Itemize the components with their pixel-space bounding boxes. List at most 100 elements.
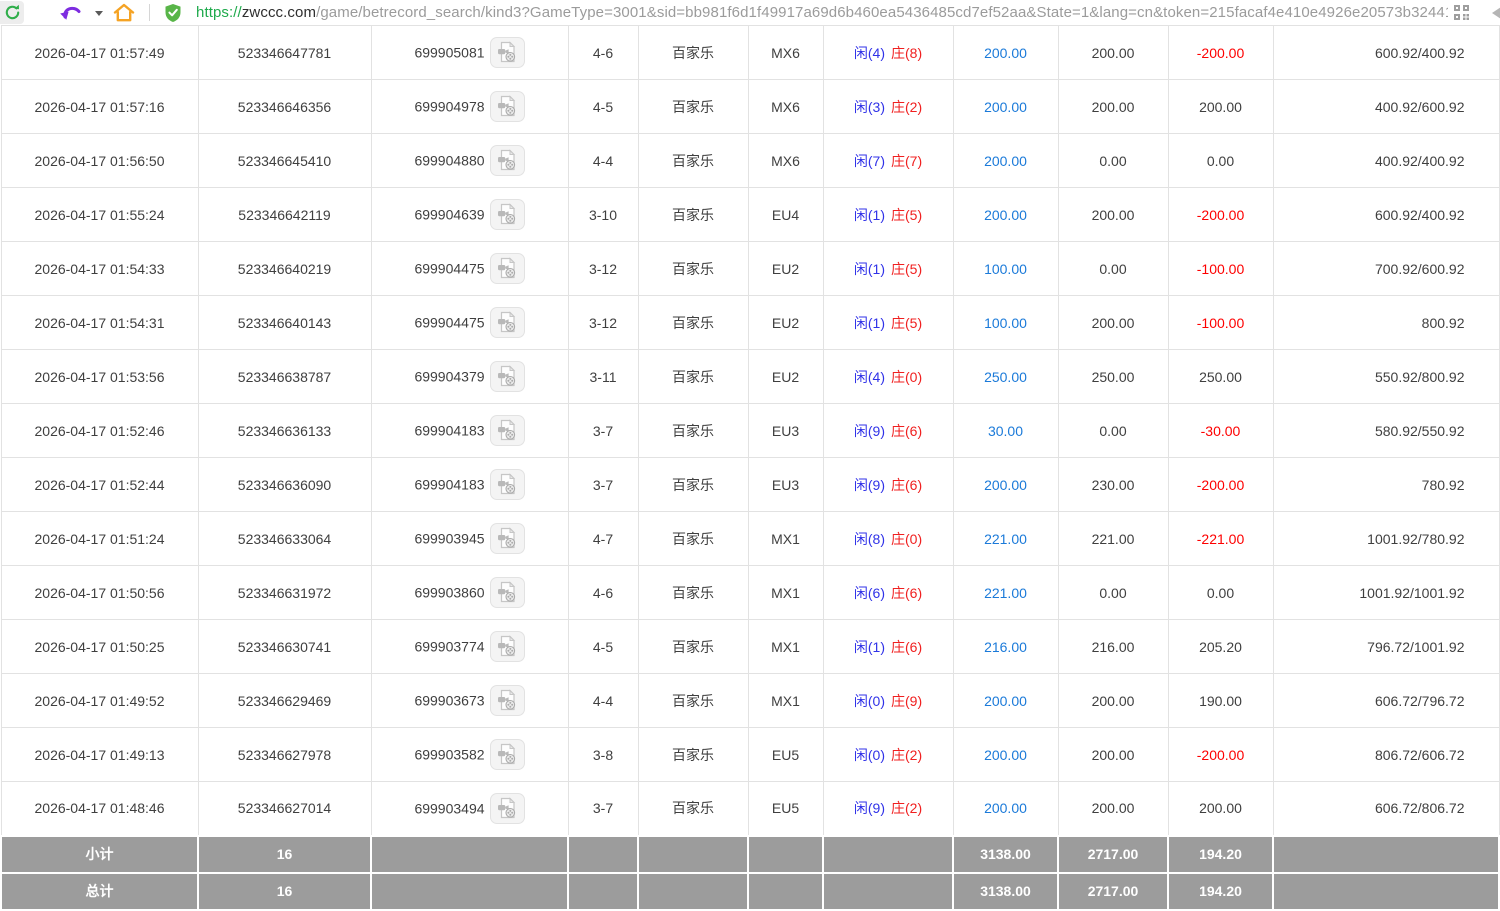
video-replay-button[interactable]: [489, 37, 525, 68]
banker-result: 庄(2): [891, 800, 923, 817]
game-name: 百家乐: [637, 673, 749, 728]
bet-amount-link[interactable]: 30.00: [952, 403, 1059, 458]
qr-code-icon[interactable]: [1453, 4, 1470, 21]
win-loss-amount: 205.20: [1167, 619, 1274, 674]
win-loss-amount: -100.00: [1167, 241, 1274, 296]
bet-amount-link[interactable]: 200.00: [952, 133, 1059, 188]
bet-id: 523346636133: [197, 403, 372, 458]
round-id: 699903673: [414, 692, 485, 709]
balance: 1001.92/780.92: [1272, 511, 1500, 566]
address-bar[interactable]: https://zwccc.com/game/betrecord_search/…: [196, 0, 1448, 25]
total-bet: 3138.00: [952, 871, 1059, 911]
round-number: 4-4: [567, 133, 639, 188]
bet-amount-link[interactable]: 221.00: [952, 511, 1059, 566]
table-row: 2026-04-17 01:48:46 523346627014 6999034…: [0, 781, 1500, 836]
win-loss-amount: -200.00: [1167, 187, 1274, 242]
video-replay-button[interactable]: [489, 361, 525, 392]
table-row: 2026-04-17 01:54:31 523346640143 6999044…: [0, 295, 1500, 350]
win-loss-amount: -221.00: [1167, 511, 1274, 566]
bet-amount-link[interactable]: 250.00: [952, 349, 1059, 404]
win-loss-amount: 200.00: [1167, 79, 1274, 134]
total-count: 16: [197, 871, 372, 911]
bet-amount-link[interactable]: 100.00: [952, 241, 1059, 296]
video-record-icon: [498, 689, 516, 711]
url-host: zwccc.com: [241, 4, 317, 21]
win-loss-amount: -200.00: [1167, 727, 1274, 782]
round-id: 699904639: [414, 206, 485, 223]
table-row: 2026-04-17 01:52:46 523346636133 6999041…: [0, 403, 1500, 458]
video-replay-button[interactable]: [489, 523, 525, 554]
video-replay-button[interactable]: [489, 145, 525, 176]
banker-result: 庄(6): [891, 422, 923, 439]
valid-amount: 0.00: [1057, 133, 1169, 188]
empty-cell: [370, 871, 569, 911]
balance: 700.92/600.92: [1272, 241, 1500, 296]
bet-id: 523346627978: [197, 727, 372, 782]
win-loss-amount: 0.00: [1167, 133, 1274, 188]
banker-result: 庄(2): [891, 746, 923, 763]
round-id-cell: 699903494: [370, 781, 569, 836]
bet-id: 523346636090: [197, 457, 372, 512]
bet-amount-link[interactable]: 200.00: [952, 727, 1059, 782]
bet-amount-link[interactable]: 200.00: [952, 673, 1059, 728]
total-row: 总计 16 3138.00 2717.00 194.20: [0, 871, 1500, 911]
bet-amount-link[interactable]: 216.00: [952, 619, 1059, 674]
video-record-icon: [498, 473, 516, 495]
bet-time: 2026-04-17 01:52:46: [0, 403, 199, 458]
video-replay-button[interactable]: [489, 415, 525, 446]
video-replay-button[interactable]: [489, 685, 525, 716]
round-id: 699903494: [414, 800, 485, 817]
subtotal-valid: 2717.00: [1057, 834, 1169, 874]
player-result: 闲(1): [853, 206, 885, 223]
bet-amount-link[interactable]: 200.00: [952, 25, 1059, 80]
win-loss-amount: 0.00: [1167, 565, 1274, 620]
bet-amount-link[interactable]: 200.00: [952, 187, 1059, 242]
browser-toolbar: https://zwccc.com/game/betrecord_search/…: [0, 0, 1500, 25]
bet-time: 2026-04-17 01:52:44: [0, 457, 199, 512]
game-result: 闲(6) 庄(6): [822, 565, 954, 620]
empty-cell: [747, 871, 824, 911]
player-result: 闲(1): [853, 638, 885, 655]
video-replay-button[interactable]: [489, 792, 525, 824]
video-replay-button[interactable]: [489, 253, 525, 284]
video-replay-button[interactable]: [489, 577, 525, 608]
win-loss-amount: -200.00: [1167, 457, 1274, 512]
video-replay-button[interactable]: [489, 739, 525, 770]
table-code: EU4: [747, 187, 824, 242]
bet-id: 523346630741: [197, 619, 372, 674]
balance: 1001.92/1001.92: [1272, 565, 1500, 620]
round-id-cell: 699904639: [370, 187, 569, 242]
video-replay-button[interactable]: [489, 469, 525, 500]
valid-amount: 200.00: [1057, 781, 1169, 836]
total-win: 194.20: [1167, 871, 1274, 911]
valid-amount: 200.00: [1057, 727, 1169, 782]
bet-id: 523346642119: [197, 187, 372, 242]
bet-amount-link[interactable]: 200.00: [952, 457, 1059, 512]
game-result: 闲(1) 庄(6): [822, 619, 954, 674]
bet-amount-link[interactable]: 100.00: [952, 295, 1059, 350]
home-button[interactable]: [112, 2, 136, 23]
game-name: 百家乐: [637, 349, 749, 404]
undo-button[interactable]: [58, 2, 84, 23]
game-name: 百家乐: [637, 727, 749, 782]
valid-amount: 0.00: [1057, 565, 1169, 620]
bet-amount-link[interactable]: 200.00: [952, 79, 1059, 134]
video-replay-button[interactable]: [489, 631, 525, 662]
refresh-button[interactable]: [0, 1, 24, 24]
table-code: EU5: [747, 781, 824, 836]
video-replay-button[interactable]: [489, 307, 525, 338]
round-id-cell: 699904475: [370, 295, 569, 350]
bet-amount-link[interactable]: 200.00: [952, 781, 1059, 836]
bet-id: 523346640219: [197, 241, 372, 296]
empty-cell: [1272, 871, 1500, 911]
video-replay-button[interactable]: [489, 91, 525, 122]
game-result: 闲(0) 庄(2): [822, 727, 954, 782]
undo-dropdown-caret[interactable]: [95, 11, 103, 16]
video-replay-button[interactable]: [489, 199, 525, 230]
security-shield-icon[interactable]: [164, 3, 182, 23]
round-id-cell: 699903945: [370, 511, 569, 566]
table-code: MX1: [747, 673, 824, 728]
video-record-icon: [498, 419, 516, 441]
bet-amount-link[interactable]: 221.00: [952, 565, 1059, 620]
balance: 780.92: [1272, 457, 1500, 512]
